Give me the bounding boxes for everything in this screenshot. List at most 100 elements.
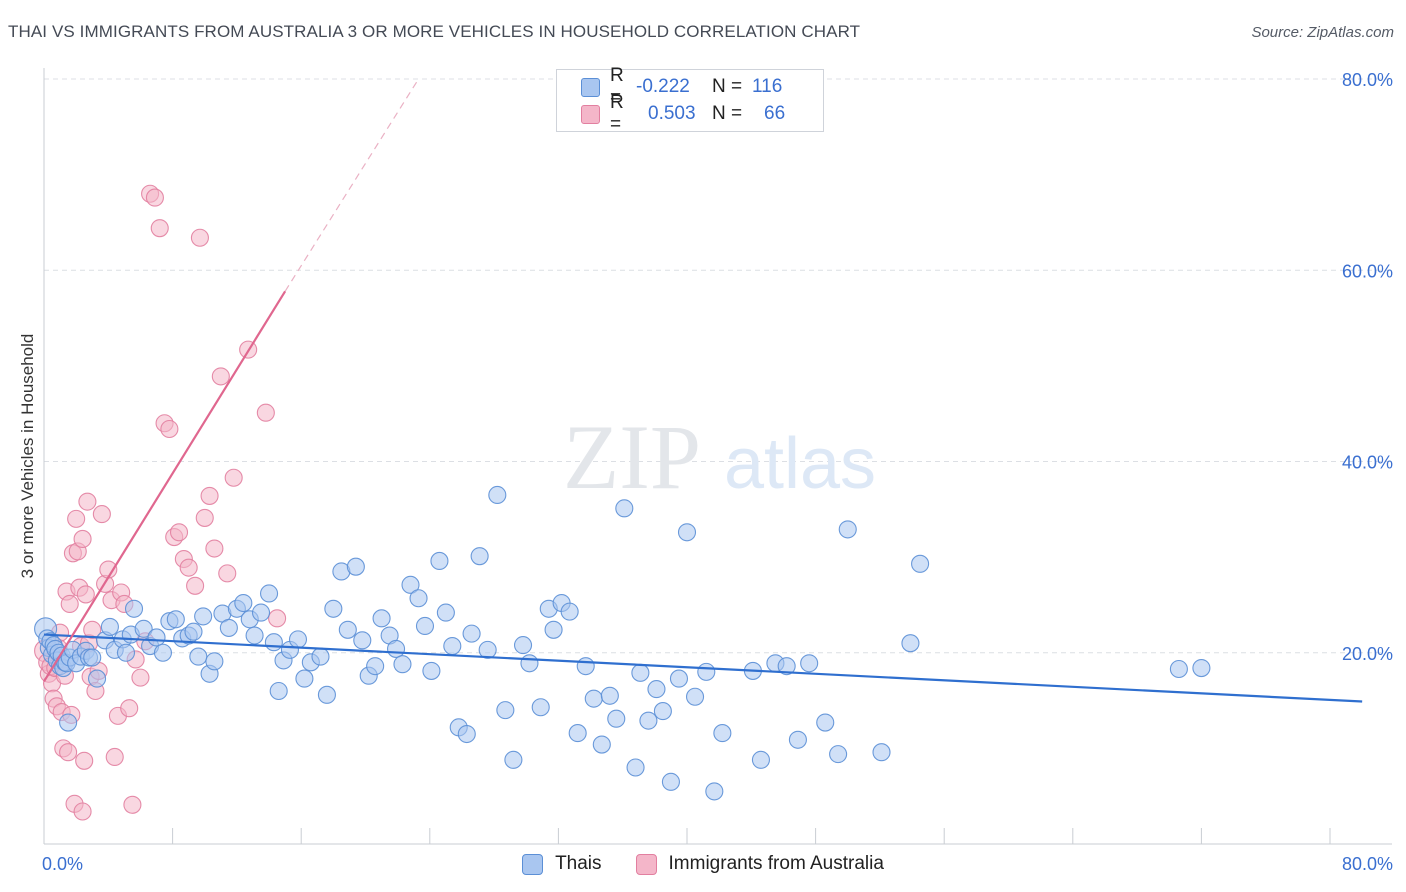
point-thais: [800, 654, 819, 673]
point-thais: [631, 663, 650, 682]
point-australia: [105, 747, 124, 767]
point-australia: [150, 219, 169, 238]
point-thais: [520, 654, 539, 673]
point-thais: [147, 628, 166, 647]
point-thais: [457, 724, 476, 744]
point-australia: [131, 668, 150, 687]
point-thais: [87, 669, 107, 688]
y-axis-title: 3 or more Vehicles in Household: [18, 333, 37, 579]
point-thais: [816, 713, 835, 732]
chart-title: THAI VS IMMIGRANTS FROM AUSTRALIA 3 OR M…: [8, 22, 861, 41]
point-thais: [1169, 659, 1188, 679]
point-australia: [256, 403, 275, 422]
point-thais: [478, 640, 497, 659]
legend-item-australia[interactable]: Immigrants from Australia: [635, 852, 884, 876]
point-australia: [186, 576, 205, 595]
point-australia: [92, 505, 111, 524]
point-thais: [153, 643, 173, 662]
point-thais: [245, 626, 264, 645]
point-thais: [189, 647, 208, 666]
point-thais: [661, 772, 680, 791]
point-australia: [211, 367, 230, 386]
watermark: ZIP atlas: [563, 406, 876, 508]
point-thais: [338, 620, 357, 639]
trend-lines: [43, 78, 1363, 703]
legend-label-australia: Immigrants from Australia: [668, 853, 884, 874]
point-thais: [544, 620, 563, 639]
point-thais: [513, 636, 533, 655]
point-thais: [584, 689, 603, 708]
point-thais: [269, 681, 288, 701]
point-thais: [653, 702, 672, 721]
point-thais: [436, 603, 455, 622]
point-thais: [504, 750, 523, 769]
point-thais: [166, 610, 185, 629]
y-tick-label: 20.0%: [1342, 644, 1393, 664]
swatch-thais: [581, 77, 600, 97]
point-thais: [259, 584, 279, 603]
point-thais: [901, 634, 920, 653]
point-thais: [705, 782, 724, 801]
legend-row-australia: R = 0.503 N = 66: [581, 92, 786, 135]
point-thais: [393, 655, 412, 674]
point-australia: [179, 558, 198, 577]
point-australia: [60, 594, 79, 614]
point-thais: [1192, 658, 1211, 678]
series-thais: [34, 485, 1211, 801]
point-thais: [576, 657, 595, 676]
y-tick-label: 40.0%: [1342, 453, 1393, 473]
point-thais: [116, 643, 136, 662]
trend-line-australia: [43, 290, 287, 683]
point-thais: [401, 575, 420, 594]
point-thais: [911, 554, 930, 573]
point-thais: [751, 750, 770, 769]
point-australia: [169, 523, 189, 542]
point-thais: [194, 607, 213, 626]
r-value: -0.222: [636, 76, 690, 97]
point-australia: [200, 486, 219, 505]
point-australia: [67, 509, 86, 528]
y-tick-label: 80.0%: [1342, 70, 1393, 90]
point-australia: [73, 529, 92, 549]
point-thais: [124, 599, 144, 618]
trend-line-australia-extrapolated: [284, 78, 420, 292]
point-thais: [788, 730, 807, 749]
point-australia: [73, 802, 92, 821]
series-legend: Thais Immigrants from Australia: [0, 852, 1406, 876]
point-australia: [218, 564, 237, 583]
point-australia: [190, 228, 209, 247]
point-thais: [184, 622, 203, 641]
point-australia: [78, 492, 97, 511]
point-thais: [100, 617, 119, 636]
grid: [44, 78, 1392, 654]
point-thais: [346, 557, 365, 576]
point-thais: [372, 609, 391, 628]
point-thais: [713, 724, 732, 743]
point-thais: [615, 499, 634, 518]
swatch-australia: [581, 104, 600, 124]
point-thais: [777, 657, 796, 676]
n-label: N =: [712, 76, 743, 97]
point-thais: [838, 520, 857, 539]
r-label: R =: [610, 65, 624, 108]
point-thais: [462, 624, 481, 643]
point-australia: [76, 585, 95, 604]
n-value: 66: [764, 103, 786, 124]
point-thais: [685, 687, 705, 706]
point-australia: [205, 539, 224, 558]
legend-item-thais[interactable]: Thais: [522, 852, 602, 876]
point-thais: [234, 593, 253, 613]
point-thais: [669, 669, 689, 688]
point-thais: [872, 743, 891, 762]
point-thais: [626, 758, 645, 777]
point-thais: [311, 647, 330, 666]
point-thais: [219, 618, 238, 637]
point-australia: [59, 743, 78, 762]
point-thais: [568, 724, 587, 743]
legend-swatch-thais: [522, 853, 544, 875]
legend-row-thais: R = -0.222 N = 116: [581, 65, 782, 108]
point-thais: [251, 603, 271, 622]
point-thais: [415, 616, 435, 636]
watermark-zip: ZIP: [563, 406, 701, 508]
